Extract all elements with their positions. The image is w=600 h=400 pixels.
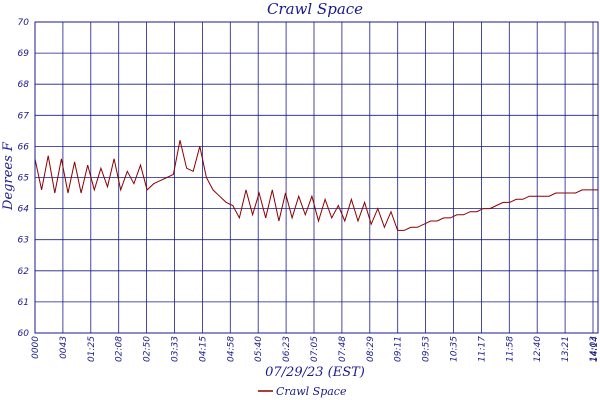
plot-border bbox=[34, 21, 599, 334]
y-tick-label: 63 bbox=[18, 236, 30, 246]
x-tick-label: 09:11 bbox=[394, 336, 404, 362]
y-tick-label: 62 bbox=[18, 267, 30, 277]
y-axis-label: Degrees F bbox=[1, 141, 16, 211]
x-tick-label: 04:15 bbox=[198, 336, 208, 362]
x-tick-label: 0043 bbox=[59, 336, 69, 359]
y-tick-label: 66 bbox=[18, 142, 30, 152]
x-tick-label: 01:25 bbox=[87, 336, 97, 362]
x-tick-label: 07:05 bbox=[310, 336, 320, 362]
y-tick-label: 69 bbox=[18, 49, 30, 59]
y-tick-labels: 60 61 62 63 64 65 66 67 68 69 70 bbox=[18, 18, 30, 339]
y-tick-label: 61 bbox=[18, 298, 29, 308]
x-tick-label: 09:53 bbox=[422, 336, 432, 362]
chart-title: Crawl Space bbox=[267, 0, 363, 18]
x-tick-label: 11:58 bbox=[505, 336, 515, 362]
series-group bbox=[34, 140, 598, 231]
x-tick-label: 02:50 bbox=[143, 336, 153, 362]
y-tick-label: 67 bbox=[18, 111, 30, 121]
x-tick-label: 12:40 bbox=[533, 336, 543, 362]
x-tick-label: 03:33 bbox=[171, 336, 181, 362]
x-tick-label: 11:17 bbox=[477, 336, 487, 362]
y-tick-label: 64 bbox=[18, 205, 30, 215]
y-tick-label: 65 bbox=[18, 174, 30, 184]
legend-label: Crawl Space bbox=[276, 385, 347, 398]
y-tick-label: 70 bbox=[18, 18, 30, 28]
x-tick-label: 13:21 bbox=[561, 336, 571, 362]
x-axis-label: 07/29/23 (EST) bbox=[265, 365, 365, 380]
x-tick-label: 07:48 bbox=[338, 336, 348, 362]
x-tick-label: 04:58 bbox=[226, 336, 236, 362]
x-tick-label: 0000 bbox=[31, 336, 41, 359]
x-tick-label: 05:40 bbox=[254, 336, 264, 362]
y-tick-label: 68 bbox=[18, 80, 30, 90]
x-tick-label: 14:03 bbox=[589, 336, 599, 362]
legend: Crawl Space bbox=[258, 385, 347, 398]
x-tick-label: 10:35 bbox=[450, 336, 460, 362]
x-tick-labels: 0000 0043 01:25 02:08 02:50 03:33 04:15 04:58 05… bbox=[31, 336, 600, 362]
y-tick-label: 60 bbox=[18, 329, 30, 339]
x-tick-label: 14:14 bbox=[590, 336, 600, 362]
x-tick-label: 02:08 bbox=[115, 336, 125, 362]
x-tick-label: 06:23 bbox=[282, 336, 292, 362]
x-tick-label: 08:29 bbox=[366, 336, 376, 362]
series-line-crawl-space bbox=[34, 140, 598, 231]
